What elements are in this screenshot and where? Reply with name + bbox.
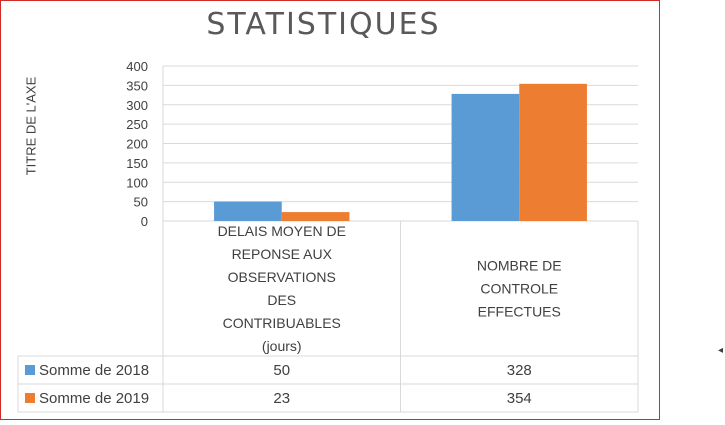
y-tick-label: 250 [126,117,148,132]
data-label: 23 [273,390,290,407]
bar-1-1 [214,201,282,221]
legend-label: Somme de 2018 [39,362,149,379]
edge-mark: ◂ [717,345,723,356]
category-label: CONTRIBUABLES [223,315,341,331]
chart-title: STATISTIQUES [206,7,441,42]
y-tick-label: 300 [126,98,148,113]
data-label: 354 [507,390,532,407]
y-tick-label: 100 [126,175,148,190]
legend-key [25,365,35,375]
category-label: OBSERVATIONS [228,269,336,285]
category-label: NOMBRE DE [477,258,562,274]
legend-key [25,393,35,403]
y-tick-label: 400 [126,59,148,74]
y-tick-label: 0 [141,214,148,229]
data-label: 50 [273,362,290,379]
y-tick-label: 50 [134,195,148,210]
data-label: 328 [507,362,532,379]
y-tick-label: 200 [126,137,148,152]
category-label: DES [267,292,296,308]
bar-1-2 [451,93,520,221]
category-label: CONTROLE [480,281,558,297]
y-tick-label: 150 [126,156,148,171]
category-label: EFFECTUES [478,304,561,320]
bar-2-1 [281,212,350,221]
category-label: DELAIS MOYEN DE [218,223,346,239]
category-label: REPONSE AUX [232,246,333,262]
y-tick-label: 350 [126,78,148,93]
legend-label: Somme de 2019 [39,390,149,407]
category-label: (jours) [262,338,302,354]
bar-2-2 [519,83,587,221]
